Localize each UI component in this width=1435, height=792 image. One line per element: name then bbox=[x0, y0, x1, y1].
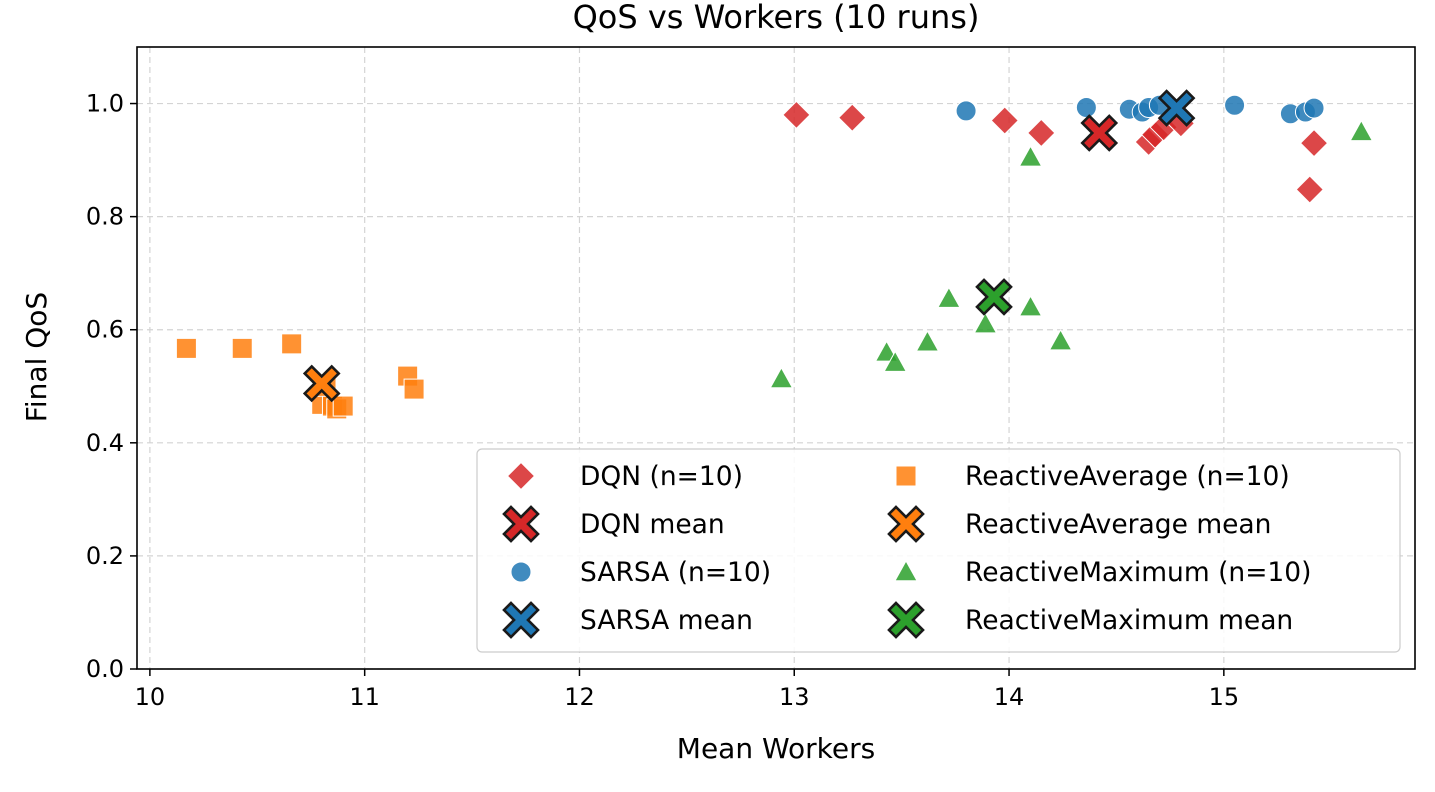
dqn-n-10-point bbox=[782, 100, 811, 130]
axis-ticks: 10 11 12 13 14 15 0.0 0.2 0.4 0.6 0.8 1.0 bbox=[86, 90, 1239, 711]
plot-frame bbox=[136, 46, 1416, 670]
reactivemaximum-n-10-legend-marker bbox=[894, 559, 918, 582]
x-axis-label: Mean Workers bbox=[677, 732, 875, 765]
dqn-n-10-point bbox=[990, 106, 1019, 135]
reactivemaximum-mean-point bbox=[975, 278, 1013, 316]
reactivemaximum-n-10-point bbox=[883, 350, 908, 372]
reactiveaverage-n-10-point bbox=[231, 337, 253, 359]
legend-label: ReactiveAverage (n=10) bbox=[965, 461, 1290, 492]
reactivemaximum-n-10-point bbox=[769, 366, 794, 389]
legend-label: SARSA (n=10) bbox=[580, 557, 771, 588]
x-tick-label: 13 bbox=[779, 683, 810, 711]
reactivemaximum-n-10-point bbox=[1018, 145, 1043, 167]
legend-label: DQN (n=10) bbox=[580, 461, 743, 492]
dqn-mean-point bbox=[1080, 114, 1119, 152]
x-tick-label: 10 bbox=[135, 683, 166, 711]
dqn-n-10-legend-marker bbox=[506, 461, 536, 491]
legend-label: ReactiveMaximum mean bbox=[965, 605, 1293, 636]
legend-label: ReactiveAverage mean bbox=[965, 509, 1271, 540]
dqn-n-10-point bbox=[1299, 128, 1329, 158]
dqn-n-10-point bbox=[1027, 118, 1056, 148]
legend-label: ReactiveMaximum (n=10) bbox=[965, 557, 1311, 588]
reactiveaverage-n-10-point bbox=[332, 395, 354, 417]
y-tick-label: 0.2 bbox=[86, 542, 124, 570]
sarsa-n-10-point bbox=[1303, 97, 1325, 119]
x-tick-label: 14 bbox=[994, 683, 1025, 711]
reactiveaverage-n-10-point bbox=[175, 337, 197, 359]
sarsa-n-10-point bbox=[1224, 94, 1246, 116]
dqn-mean-legend-marker bbox=[502, 505, 540, 543]
reactiveaverage-mean-point bbox=[302, 364, 341, 403]
reactivemaximum-n-10-point bbox=[973, 312, 998, 334]
dqn-n-10-point bbox=[1295, 175, 1324, 204]
x-tick-label: 12 bbox=[564, 683, 595, 711]
legend-label: DQN mean bbox=[580, 509, 725, 540]
y-tick-label: 0.4 bbox=[86, 429, 124, 457]
sarsa-n-10-legend-marker bbox=[510, 561, 532, 583]
reactivemaximum-n-10-point bbox=[937, 286, 961, 308]
sarsa-mean-point bbox=[1157, 89, 1196, 127]
sarsa-n-10-point bbox=[1075, 97, 1097, 119]
reactivemaximum-n-10-point bbox=[1349, 119, 1374, 142]
reactiveaverage-mean-legend-marker bbox=[887, 505, 925, 543]
y-tick-label: 0.8 bbox=[86, 203, 124, 231]
data-points bbox=[175, 89, 1374, 420]
reactiveaverage-n-10-point bbox=[403, 378, 425, 400]
reactivemaximum-n-10-point bbox=[1018, 295, 1043, 317]
reactiveaverage-n-10-point bbox=[281, 333, 303, 355]
dqn-n-10-point bbox=[838, 103, 867, 132]
y-tick-label: 0.6 bbox=[86, 316, 124, 344]
legend-box bbox=[476, 448, 1401, 653]
legend-label: SARSA mean bbox=[580, 605, 753, 636]
reactiveaverage-n-10-legend-marker bbox=[895, 465, 917, 487]
x-tick-label: 11 bbox=[349, 683, 380, 711]
reactivemaximum-n-10-point bbox=[1048, 329, 1073, 351]
chart-title: QoS vs Workers (10 runs) bbox=[573, 0, 980, 36]
legend: DQN (n=10) DQN mean SARSA (n=10) SARSA mean… bbox=[476, 448, 1401, 653]
reactivemaximum-n-10-point bbox=[915, 330, 940, 352]
sarsa-n-10-point bbox=[955, 100, 977, 122]
sarsa-mean-legend-marker bbox=[502, 601, 540, 639]
x-tick-label: 15 bbox=[1209, 683, 1240, 711]
reactivemaximum-mean-legend-marker bbox=[887, 601, 925, 639]
y-tick-label: 0.0 bbox=[86, 655, 124, 683]
y-axis-label: Final QoS bbox=[20, 292, 53, 422]
y-tick-label: 1.0 bbox=[86, 90, 124, 118]
